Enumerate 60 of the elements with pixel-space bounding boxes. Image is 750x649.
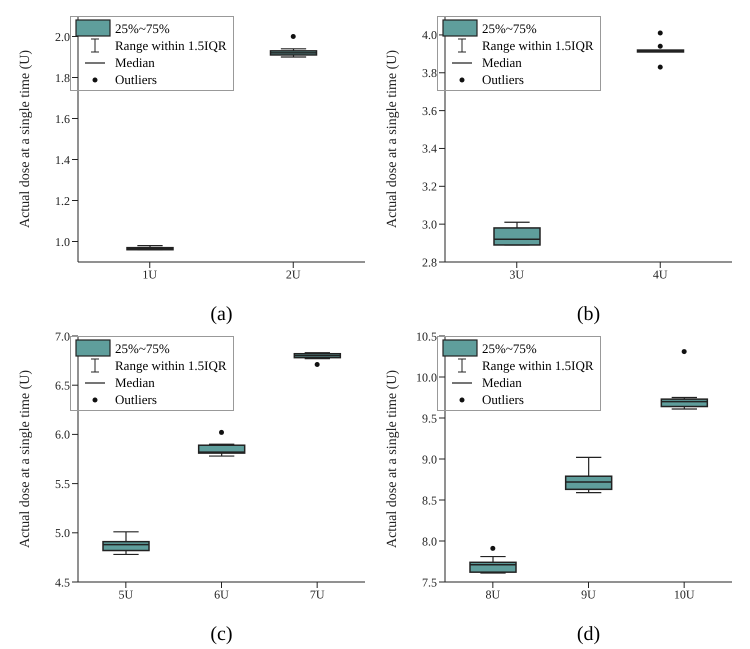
y-axis-title: Actual dose at a single time (U) [18, 370, 33, 548]
x-tick-label: 5U [118, 588, 134, 602]
annotation: Range within 1.5IQR [482, 357, 594, 374]
x-tick-label: 6U [214, 588, 230, 602]
x-tick-label: 10U [674, 588, 695, 602]
x-axis-title: (a) [210, 303, 233, 325]
x-tick-label: 2U [286, 268, 301, 282]
x-tick-label: 8U [485, 588, 500, 602]
x-axis-title: (b) [576, 303, 600, 325]
y-tick-label: 10.5 [416, 329, 437, 344]
y-tick-label: 6.5 [55, 378, 70, 392]
y-tick-label: 8.0 [422, 534, 437, 548]
annotation: Range within 1.5IQR [115, 357, 227, 374]
annotation: Outliers [482, 71, 524, 88]
y-tick-label: 3.6 [422, 104, 437, 118]
annotation: Median [482, 374, 522, 391]
y-axis-title: Actual dose at a single time (U) [384, 50, 400, 228]
x-tick-label: 3U [509, 268, 524, 282]
y-tick-label: 9.0 [422, 452, 437, 466]
y-axis-title: Actual dose at a single time (U) [384, 370, 400, 548]
y-tick-label: 7.5 [422, 575, 437, 590]
annotation: Range within 1.5IQR [482, 37, 594, 54]
x-axis-title: (c) [210, 623, 233, 645]
y-tick-label: 1.6 [55, 112, 70, 126]
annotation: Median [115, 374, 155, 391]
y-tick-label: 3.8 [422, 66, 437, 80]
y-axis-title: Actual dose at a single time (U) [18, 50, 33, 228]
y-tick-label: 3.2 [422, 180, 437, 194]
y-tick-label: 1.0 [55, 234, 70, 249]
y-tick-label: 3.0 [422, 217, 437, 232]
annotation: Outliers [115, 71, 157, 88]
y-tick-label: 4.5 [55, 575, 70, 590]
y-tick-label: 5.5 [55, 476, 70, 491]
y-tick-label: 3.4 [422, 142, 437, 156]
y-tick-label: 10.0 [416, 370, 437, 384]
y-tick-label: 1.2 [55, 194, 70, 208]
y-tick-label: 2.8 [422, 255, 437, 270]
y-tick-label: 1.8 [55, 70, 70, 85]
y-tick-label: 8.5 [422, 493, 437, 508]
y-tick-label: 5.0 [55, 526, 70, 540]
y-tick-label: 2.0 [55, 30, 70, 44]
x-tick-label: 4U [652, 268, 668, 282]
y-tick-label: 9.5 [422, 411, 437, 426]
legend-label: 25%~75% [115, 20, 170, 36]
y-tick-label: 6.0 [55, 428, 70, 442]
legend-label: 25%~75% [482, 20, 537, 36]
y-tick-label: 1.4 [55, 152, 70, 167]
x-axis-title: (d) [576, 623, 600, 645]
annotation: Range within 1.5IQR [115, 37, 227, 54]
y-tick-label: 4.0 [422, 28, 437, 42]
annotation: Outliers [115, 391, 157, 408]
x-tick-label: 7U [310, 588, 325, 602]
annotation: Outliers [482, 391, 524, 408]
legend-label: 25%~75% [115, 340, 170, 356]
y-tick-label: 7.0 [55, 329, 70, 344]
annotation: Median [482, 54, 522, 71]
x-tick-label: 9U [581, 588, 596, 602]
legend-label: 25%~75% [482, 340, 537, 356]
annotation: Median [115, 54, 155, 71]
x-tick-label: 1U [142, 268, 158, 282]
